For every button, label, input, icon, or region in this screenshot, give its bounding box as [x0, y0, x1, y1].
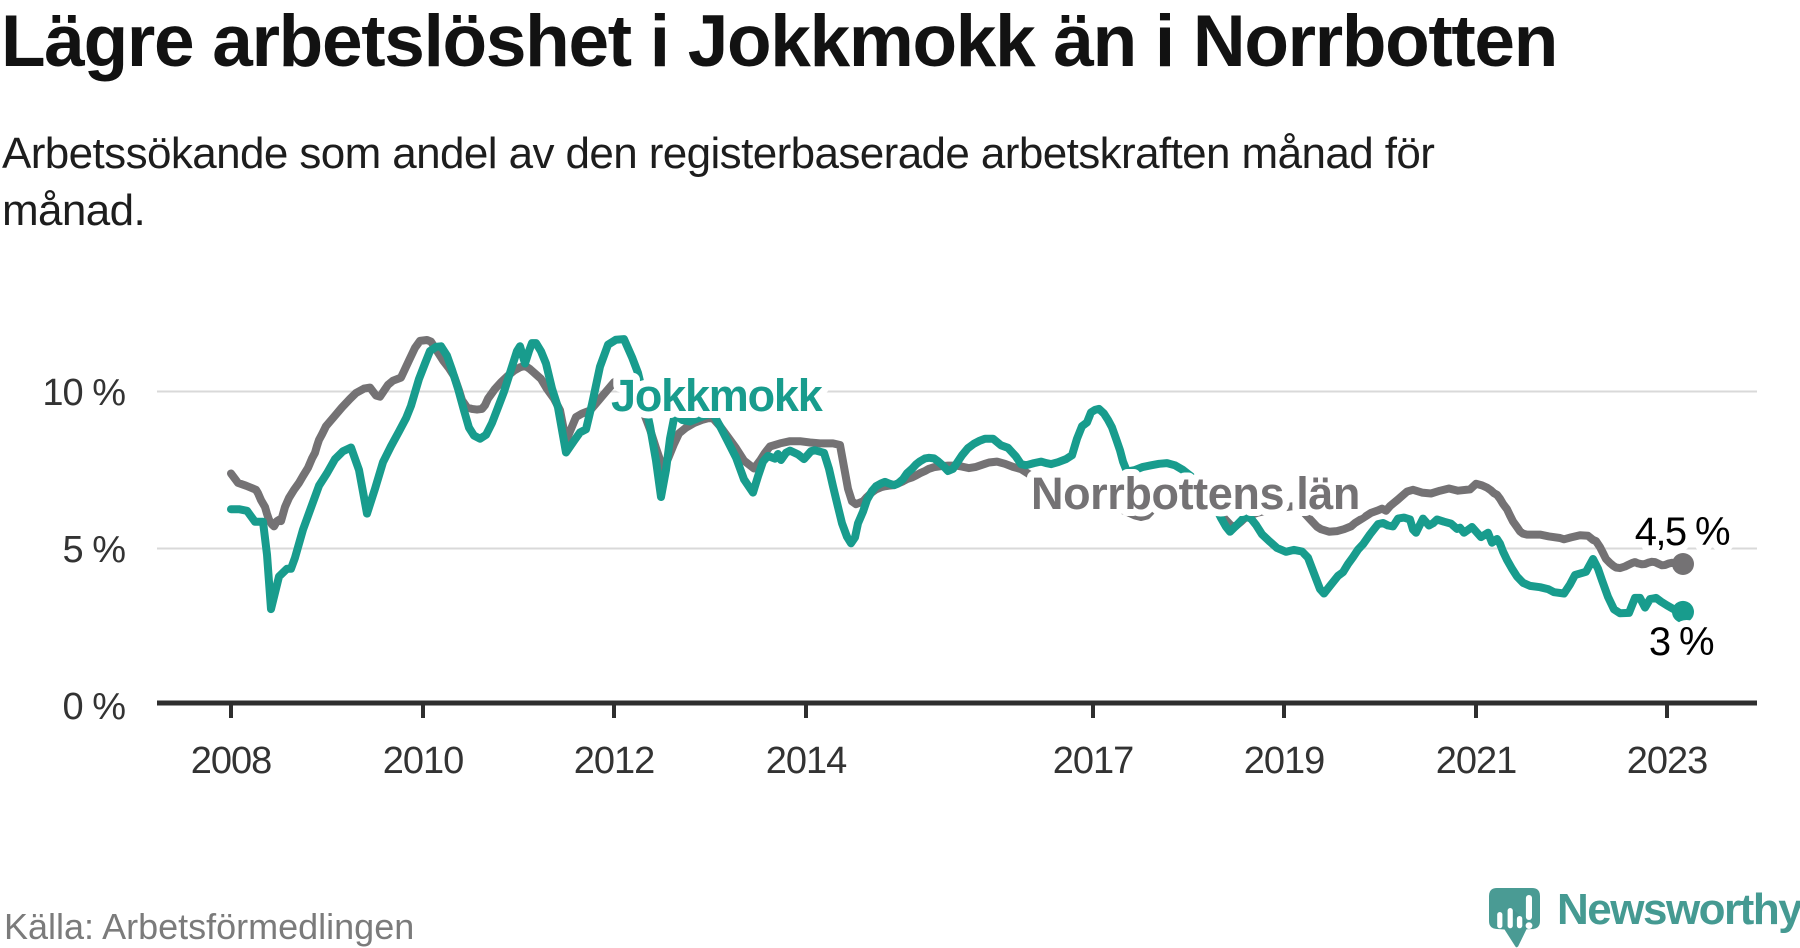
- svg-text:4,5 %: 4,5 %: [1635, 510, 1730, 554]
- svg-text:2010: 2010: [383, 740, 464, 782]
- svg-text:2019: 2019: [1244, 740, 1325, 782]
- svg-text:2008: 2008: [191, 740, 272, 782]
- svg-text:5 %: 5 %: [63, 529, 126, 571]
- svg-text:10 %: 10 %: [42, 372, 125, 414]
- svg-text:Jokkmokk: Jokkmokk: [611, 370, 824, 421]
- svg-text:2014: 2014: [766, 740, 847, 782]
- svg-text:3 %: 3 %: [1649, 620, 1714, 664]
- svg-text:2017: 2017: [1053, 740, 1134, 782]
- svg-text:2021: 2021: [1436, 740, 1517, 782]
- svg-text:2023: 2023: [1627, 740, 1708, 782]
- svg-text:Norrbottens län: Norrbottens län: [1031, 468, 1360, 519]
- svg-text:2012: 2012: [574, 740, 655, 782]
- svg-text:0 %: 0 %: [63, 686, 126, 728]
